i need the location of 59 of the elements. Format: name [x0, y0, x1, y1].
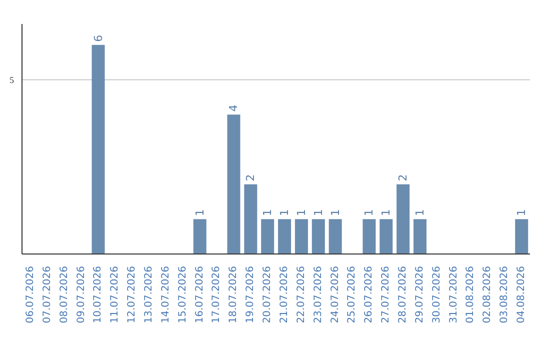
x-tick-label: 14.07.2026 [160, 266, 172, 324]
x-tick-label: 23.07.2026 [312, 266, 324, 324]
x-tick-label: 18.07.2026 [228, 266, 240, 324]
x-tick-label: 28.07.2026 [398, 266, 408, 324]
data-label: 1 [193, 209, 206, 216]
data-label: 1 [362, 209, 376, 216]
x-tick-label: 12.07.2026 [126, 266, 138, 324]
x-tick-label: 22.07.2026 [296, 266, 307, 324]
x-tick-label: 02.08.2026 [482, 266, 494, 324]
data-label: 4 [227, 104, 240, 112]
x-tick-label: 13.07.2026 [144, 266, 154, 324]
bar [278, 219, 292, 254]
x-tick-label: 03.08.2026 [499, 266, 510, 324]
x-tick-label: 07.07.2026 [42, 266, 53, 324]
x-tick-label: 31.07.2026 [448, 266, 460, 324]
x-tick-label: 27.07.2026 [380, 266, 392, 324]
bar [227, 114, 240, 254]
x-tick-label: 21.07.2026 [278, 266, 290, 324]
x-tick-label: 30.07.2026 [431, 266, 442, 324]
data-label: 1 [414, 209, 426, 216]
x-tick-label: 25.07.2026 [346, 266, 358, 324]
x-tick-label: 10.07.2026 [92, 266, 104, 324]
bar [515, 219, 528, 254]
bar [92, 44, 105, 254]
bar [244, 184, 258, 254]
bar [396, 184, 410, 254]
y-tick-label: 5 [10, 74, 14, 85]
x-tick-label: 01.08.2026 [465, 266, 476, 324]
data-label: 1 [380, 209, 393, 216]
bar [312, 219, 325, 254]
data-label: 1 [278, 209, 292, 216]
x-tick-label: 09.07.2026 [76, 266, 87, 324]
bar [362, 219, 376, 254]
x-tick-label: 06.07.2026 [24, 266, 36, 324]
bar [414, 219, 426, 254]
x-tick-label: 29.07.2026 [414, 266, 426, 324]
bar [261, 219, 274, 254]
x-tick-label: 11.07.2026 [110, 266, 121, 324]
x-tick-label: 17.07.2026 [211, 266, 222, 324]
data-label: 1 [515, 209, 528, 216]
x-tick-label: 26.07.2026 [364, 266, 375, 324]
x-tick-label: 04.08.2026 [516, 266, 528, 324]
data-label: 2 [244, 174, 258, 182]
data-label: 6 [92, 34, 105, 42]
x-tick-label: 16.07.2026 [194, 266, 206, 324]
x-tick-label: 24.07.2026 [330, 266, 341, 324]
data-label: 1 [294, 209, 308, 216]
data-label: 1 [261, 209, 274, 216]
data-label: 1 [312, 209, 325, 216]
x-tick-label: 15.07.2026 [177, 266, 188, 324]
x-tick-label: 19.07.2026 [245, 266, 256, 324]
bar [294, 219, 308, 254]
x-tick-label: 20.07.2026 [262, 266, 274, 324]
x-tick-label: 08.07.2026 [58, 266, 70, 324]
data-label: 1 [328, 209, 342, 216]
bar [193, 219, 206, 254]
bar [328, 219, 342, 254]
bar [380, 219, 393, 254]
data-label: 2 [396, 174, 410, 182]
